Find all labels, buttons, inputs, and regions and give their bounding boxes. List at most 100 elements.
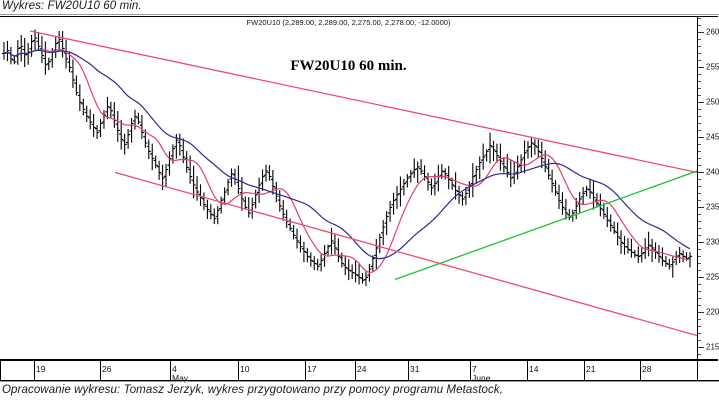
- date-axis-separator: [584, 361, 585, 381]
- price-tick-minor: [698, 179, 701, 180]
- header-strip: Wykres: FW20U10 60 min.: [0, 0, 719, 15]
- date-axis-separator: [470, 361, 471, 381]
- price-tick-minor: [698, 95, 701, 96]
- price-tick-major: [698, 347, 704, 348]
- price-tick-minor: [698, 319, 701, 320]
- price-tick-minor: [698, 270, 701, 271]
- lower-downtrend-line: [114, 171, 697, 337]
- header-divider: [0, 14, 719, 15]
- price-tick-minor: [698, 165, 701, 166]
- date-axis-separator: [238, 361, 239, 381]
- page-title: Wykres: FW20U10 60 min.: [2, 0, 142, 12]
- price-tick-minor: [698, 39, 701, 40]
- price-tick-label: 2200: [706, 307, 719, 317]
- date-axis-separator: [640, 361, 641, 381]
- moving-average-fast-line: [3, 48, 690, 274]
- date-tick-label: 31: [410, 364, 420, 374]
- price-tick-label: 2350: [706, 202, 719, 212]
- price-tick-major: [698, 32, 704, 33]
- footer-caption: Opracowanie wykresu: Tomasz Jerzyk, wykr…: [2, 384, 504, 396]
- price-tick-major: [698, 277, 704, 278]
- price-tick-label: 2400: [706, 167, 719, 177]
- date-axis-bottom-border: [0, 380, 719, 381]
- price-tick-minor: [698, 228, 701, 229]
- chart-frame: [0, 16, 718, 360]
- price-tick-minor: [698, 340, 701, 341]
- date-tick-label: 19: [36, 364, 46, 374]
- price-tick-minor: [698, 193, 701, 194]
- price-tick-minor: [698, 256, 701, 257]
- date-tick-label: 26: [102, 364, 112, 374]
- price-tick-minor: [698, 151, 701, 152]
- price-tick-minor: [698, 123, 701, 124]
- price-tick-minor: [698, 18, 701, 19]
- date-axis-separator: [355, 361, 356, 381]
- chart-title: FW20U10 60 min.: [290, 58, 407, 74]
- plot-bottom-border: [0, 359, 718, 360]
- date-axis-separator: [697, 361, 698, 381]
- price-axis: 2600 2550 2500 2450 2400 2350 2300 2250 2200 2150: [698, 16, 719, 360]
- plot-area: [0, 17, 697, 360]
- price-tick-label: 2500: [706, 97, 719, 107]
- date-tick-label: 4: [172, 364, 177, 374]
- price-tick-major: [698, 102, 704, 103]
- rising-support-line: [394, 170, 697, 281]
- price-tick-minor: [698, 333, 701, 334]
- plot-right-border: [697, 17, 698, 360]
- price-tick-minor: [698, 25, 701, 26]
- price-tick-major: [698, 207, 704, 208]
- price-tick-minor: [698, 291, 701, 292]
- price-chart-svg: [1, 29, 697, 337]
- date-tick-label: 21: [586, 364, 596, 374]
- date-tick-label: 17: [307, 364, 317, 374]
- month-label: June: [472, 373, 491, 383]
- date-tick-label: 28: [642, 364, 652, 374]
- date-axis-separator: [100, 361, 101, 381]
- price-tick-minor: [698, 326, 701, 327]
- date-axis-separator: [408, 361, 409, 381]
- footer-divider: [0, 381, 719, 382]
- price-tick-label: 2150: [706, 342, 719, 352]
- price-tick-minor: [698, 221, 701, 222]
- price-tick-label: 2600: [706, 27, 719, 37]
- price-tick-minor: [698, 60, 701, 61]
- date-axis-separator: [170, 361, 171, 381]
- price-tick-minor: [698, 116, 701, 117]
- quote-readout: FW20U10 (2,289.00, 2,289.00, 2,275.00, 2…: [246, 18, 451, 27]
- price-tick-minor: [698, 53, 701, 54]
- price-tick-minor: [698, 354, 701, 355]
- price-tick-minor: [698, 74, 701, 75]
- price-tick-major: [698, 312, 704, 313]
- price-tick-minor: [698, 305, 701, 306]
- price-tick-minor: [698, 81, 701, 82]
- price-tick-minor: [698, 88, 701, 89]
- moving-average-slow-line: [3, 49, 691, 260]
- price-tick-minor: [698, 263, 701, 264]
- price-tick-major: [698, 172, 704, 173]
- price-tick-major: [698, 67, 704, 68]
- price-tick-label: 2300: [706, 237, 719, 247]
- plot-top-border: [0, 16, 718, 17]
- price-tick-minor: [698, 200, 701, 201]
- price-tick-minor: [698, 284, 701, 285]
- upper-downtrend-line: [29, 30, 697, 174]
- price-tick-label: 2550: [706, 62, 719, 72]
- date-axis-separator: [34, 361, 35, 381]
- price-tick-minor: [698, 144, 701, 145]
- price-tick-minor: [698, 214, 701, 215]
- price-tick-major: [698, 137, 704, 138]
- price-tick-minor: [698, 130, 701, 131]
- date-axis-separator: [305, 361, 306, 381]
- date-axis-separator: [527, 361, 528, 381]
- price-tick-minor: [698, 109, 701, 110]
- price-tick-minor: [698, 158, 701, 159]
- price-tick-minor: [698, 46, 701, 47]
- date-axis-separator: [0, 361, 1, 381]
- date-tick-label: 10: [240, 364, 250, 374]
- date-tick-label: 14: [529, 364, 539, 374]
- month-label: May: [172, 373, 189, 383]
- price-tick-label: 2250: [706, 272, 719, 282]
- price-tick-minor: [698, 298, 701, 299]
- date-axis: 19 26 4 10 17 24 31 7 14 21 28 May June: [0, 360, 718, 383]
